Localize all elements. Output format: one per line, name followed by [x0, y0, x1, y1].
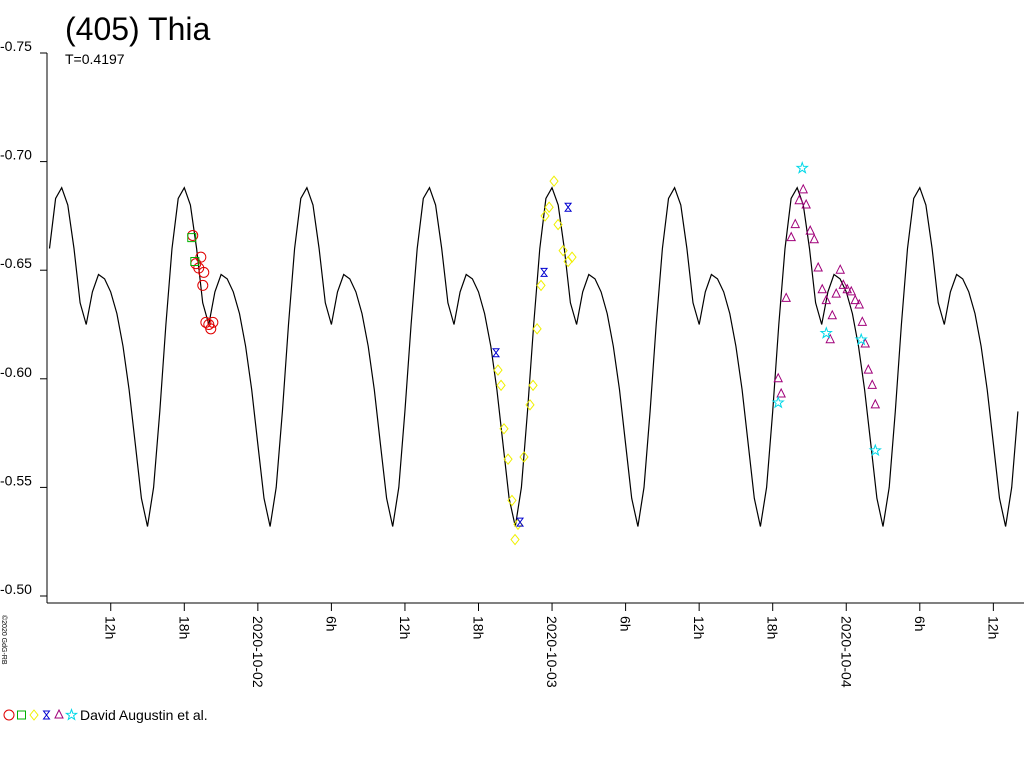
y-tick-label: -0.70	[0, 147, 32, 163]
data-point	[496, 379, 506, 392]
data-point	[809, 233, 820, 244]
legend-symbol	[17, 710, 26, 720]
data-point	[771, 395, 785, 409]
data-point	[492, 348, 501, 358]
y-tick-label: -0.75	[0, 38, 32, 54]
data-point	[536, 279, 546, 292]
x-tick-label: 12h	[985, 616, 1001, 639]
data-point	[842, 283, 853, 294]
data-point	[544, 201, 554, 214]
legend-label: David Augustin et al.	[80, 707, 208, 723]
x-tick-label: 6h	[323, 616, 339, 632]
y-tick-label: -0.65	[0, 255, 32, 271]
data-point	[838, 279, 849, 289]
x-tick-label: 12h	[397, 616, 413, 639]
data-point	[821, 294, 832, 305]
data-point	[499, 422, 509, 435]
chart-title: (405) Thia	[65, 11, 210, 47]
data-point	[190, 257, 200, 267]
data-point	[805, 224, 816, 235]
data-point	[781, 292, 791, 302]
x-tick-label: 2020-10-03	[544, 616, 560, 688]
legend-symbol	[3, 709, 15, 721]
data-point	[198, 266, 210, 278]
x-tick-label: 6h	[912, 616, 928, 632]
data-point	[507, 494, 517, 507]
chart-subtitle: T=0.4197	[65, 51, 125, 67]
x-tick-label: 2020-10-04	[838, 616, 854, 688]
data-point	[798, 183, 809, 194]
legend-symbol	[42, 710, 51, 720]
data-point	[831, 287, 842, 298]
data-point	[854, 332, 868, 346]
data-point	[819, 326, 833, 339]
data-point	[776, 387, 786, 398]
x-tick-label: 12h	[691, 616, 707, 639]
x-tick-label: 18h	[765, 616, 781, 639]
data-point	[817, 283, 828, 294]
x-tick-label: 18h	[470, 616, 486, 639]
data-point	[516, 517, 525, 527]
data-point	[567, 251, 577, 263]
x-tick-label: 6h	[618, 616, 634, 632]
data-point	[493, 364, 503, 376]
legend-symbol	[54, 708, 64, 719]
data-point	[532, 323, 542, 335]
legend-symbol	[64, 707, 79, 721]
data-point	[558, 244, 568, 257]
data-point	[205, 323, 217, 335]
data-point	[503, 453, 513, 465]
data-point	[801, 198, 811, 209]
data-point	[540, 210, 550, 222]
y-tick-label: -0.55	[0, 472, 32, 488]
data-point	[773, 372, 784, 383]
x-tick-label: 18h	[176, 616, 192, 639]
data-point	[863, 363, 874, 374]
legend-symbol	[29, 709, 39, 721]
data-point	[846, 285, 857, 296]
data-point	[870, 398, 881, 409]
data-point	[790, 218, 801, 229]
data-point	[540, 267, 549, 277]
data-point	[813, 261, 823, 272]
data-point	[850, 294, 861, 305]
data-point	[519, 451, 529, 463]
model-curve	[48, 186, 1019, 527]
data-point	[868, 443, 882, 457]
data-point	[528, 379, 538, 392]
data-point	[854, 298, 865, 309]
data-point	[549, 175, 559, 187]
data-point	[187, 233, 197, 243]
data-point	[564, 202, 573, 212]
y-tick-label: -0.60	[0, 364, 32, 380]
data-point	[857, 316, 868, 326]
data-point	[207, 316, 219, 328]
data-point	[794, 194, 804, 205]
data-point	[867, 379, 878, 389]
data-point	[197, 279, 209, 291]
y-tick-label: -0.50	[0, 581, 32, 597]
data-point	[795, 161, 809, 174]
data-point	[786, 231, 797, 242]
credit: ©2020 GdG-RB	[0, 615, 8, 665]
data-point	[553, 218, 563, 231]
data-point	[525, 399, 535, 411]
data-point	[835, 264, 846, 274]
data-point	[825, 333, 836, 344]
data-point	[827, 309, 838, 320]
x-tick-label: 12h	[103, 616, 119, 639]
data-point	[510, 533, 520, 546]
x-tick-label: 2020-10-02	[250, 616, 266, 688]
